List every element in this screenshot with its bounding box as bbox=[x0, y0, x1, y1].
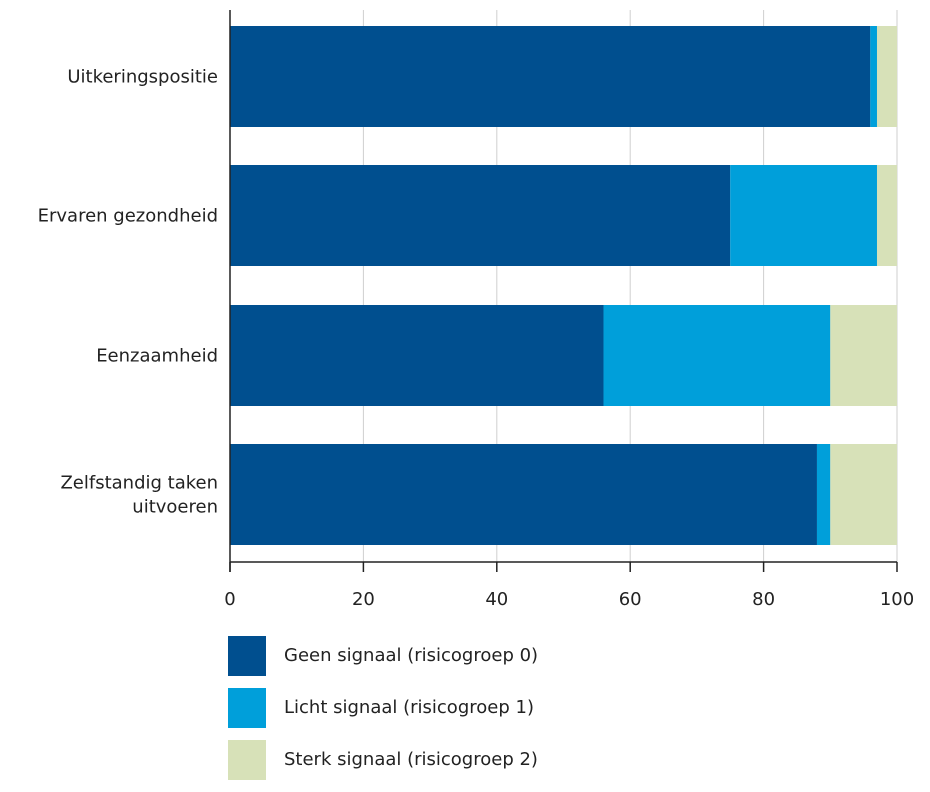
x-tick-label: 0 bbox=[224, 589, 235, 610]
axes bbox=[229, 10, 898, 572]
bar-segment bbox=[876, 165, 897, 266]
stacked-bar-chart: 0 20 40 60 80 100 Uitkeringspositie Ervaren ge… bbox=[38, 10, 914, 610]
legend-swatch bbox=[228, 740, 266, 780]
x-tick-label: 60 bbox=[619, 589, 642, 610]
x-tick-labels: 0 20 40 60 80 100 bbox=[224, 589, 914, 610]
category-label: Uitkeringspositie bbox=[67, 67, 218, 88]
legend-swatch bbox=[228, 636, 266, 676]
bar-segment bbox=[603, 305, 831, 406]
legend-label: Geen signaal (risicogroep 0) bbox=[284, 645, 539, 666]
x-tick-label: 100 bbox=[880, 589, 914, 610]
bars bbox=[230, 26, 897, 545]
bar-segment bbox=[816, 444, 831, 545]
bar-segment bbox=[230, 305, 604, 406]
legend-swatch bbox=[228, 688, 266, 728]
category-label: Eenzaamheid bbox=[96, 346, 218, 367]
bar-segment bbox=[876, 26, 897, 127]
legend-label: Sterk signaal (risicogroep 2) bbox=[284, 749, 538, 770]
legend-label: Licht signaal (risicogroep 1) bbox=[284, 697, 534, 718]
category-label: Ervaren gezondheid bbox=[38, 206, 218, 227]
bar-segment bbox=[230, 444, 817, 545]
bar-segment bbox=[870, 26, 877, 127]
bar-segment bbox=[730, 165, 877, 266]
category-labels: Uitkeringspositie Ervaren gezondheid Eenza… bbox=[38, 67, 218, 518]
bar-segment bbox=[830, 305, 897, 406]
x-tick-label: 80 bbox=[752, 589, 775, 610]
bar-segment bbox=[230, 165, 731, 266]
category-label: Zelfstandig taken uitvoeren bbox=[60, 473, 218, 518]
x-tick-label: 20 bbox=[352, 589, 375, 610]
x-tick-label: 40 bbox=[485, 589, 508, 610]
bar-segment bbox=[830, 444, 897, 545]
bar-segment bbox=[230, 26, 871, 127]
